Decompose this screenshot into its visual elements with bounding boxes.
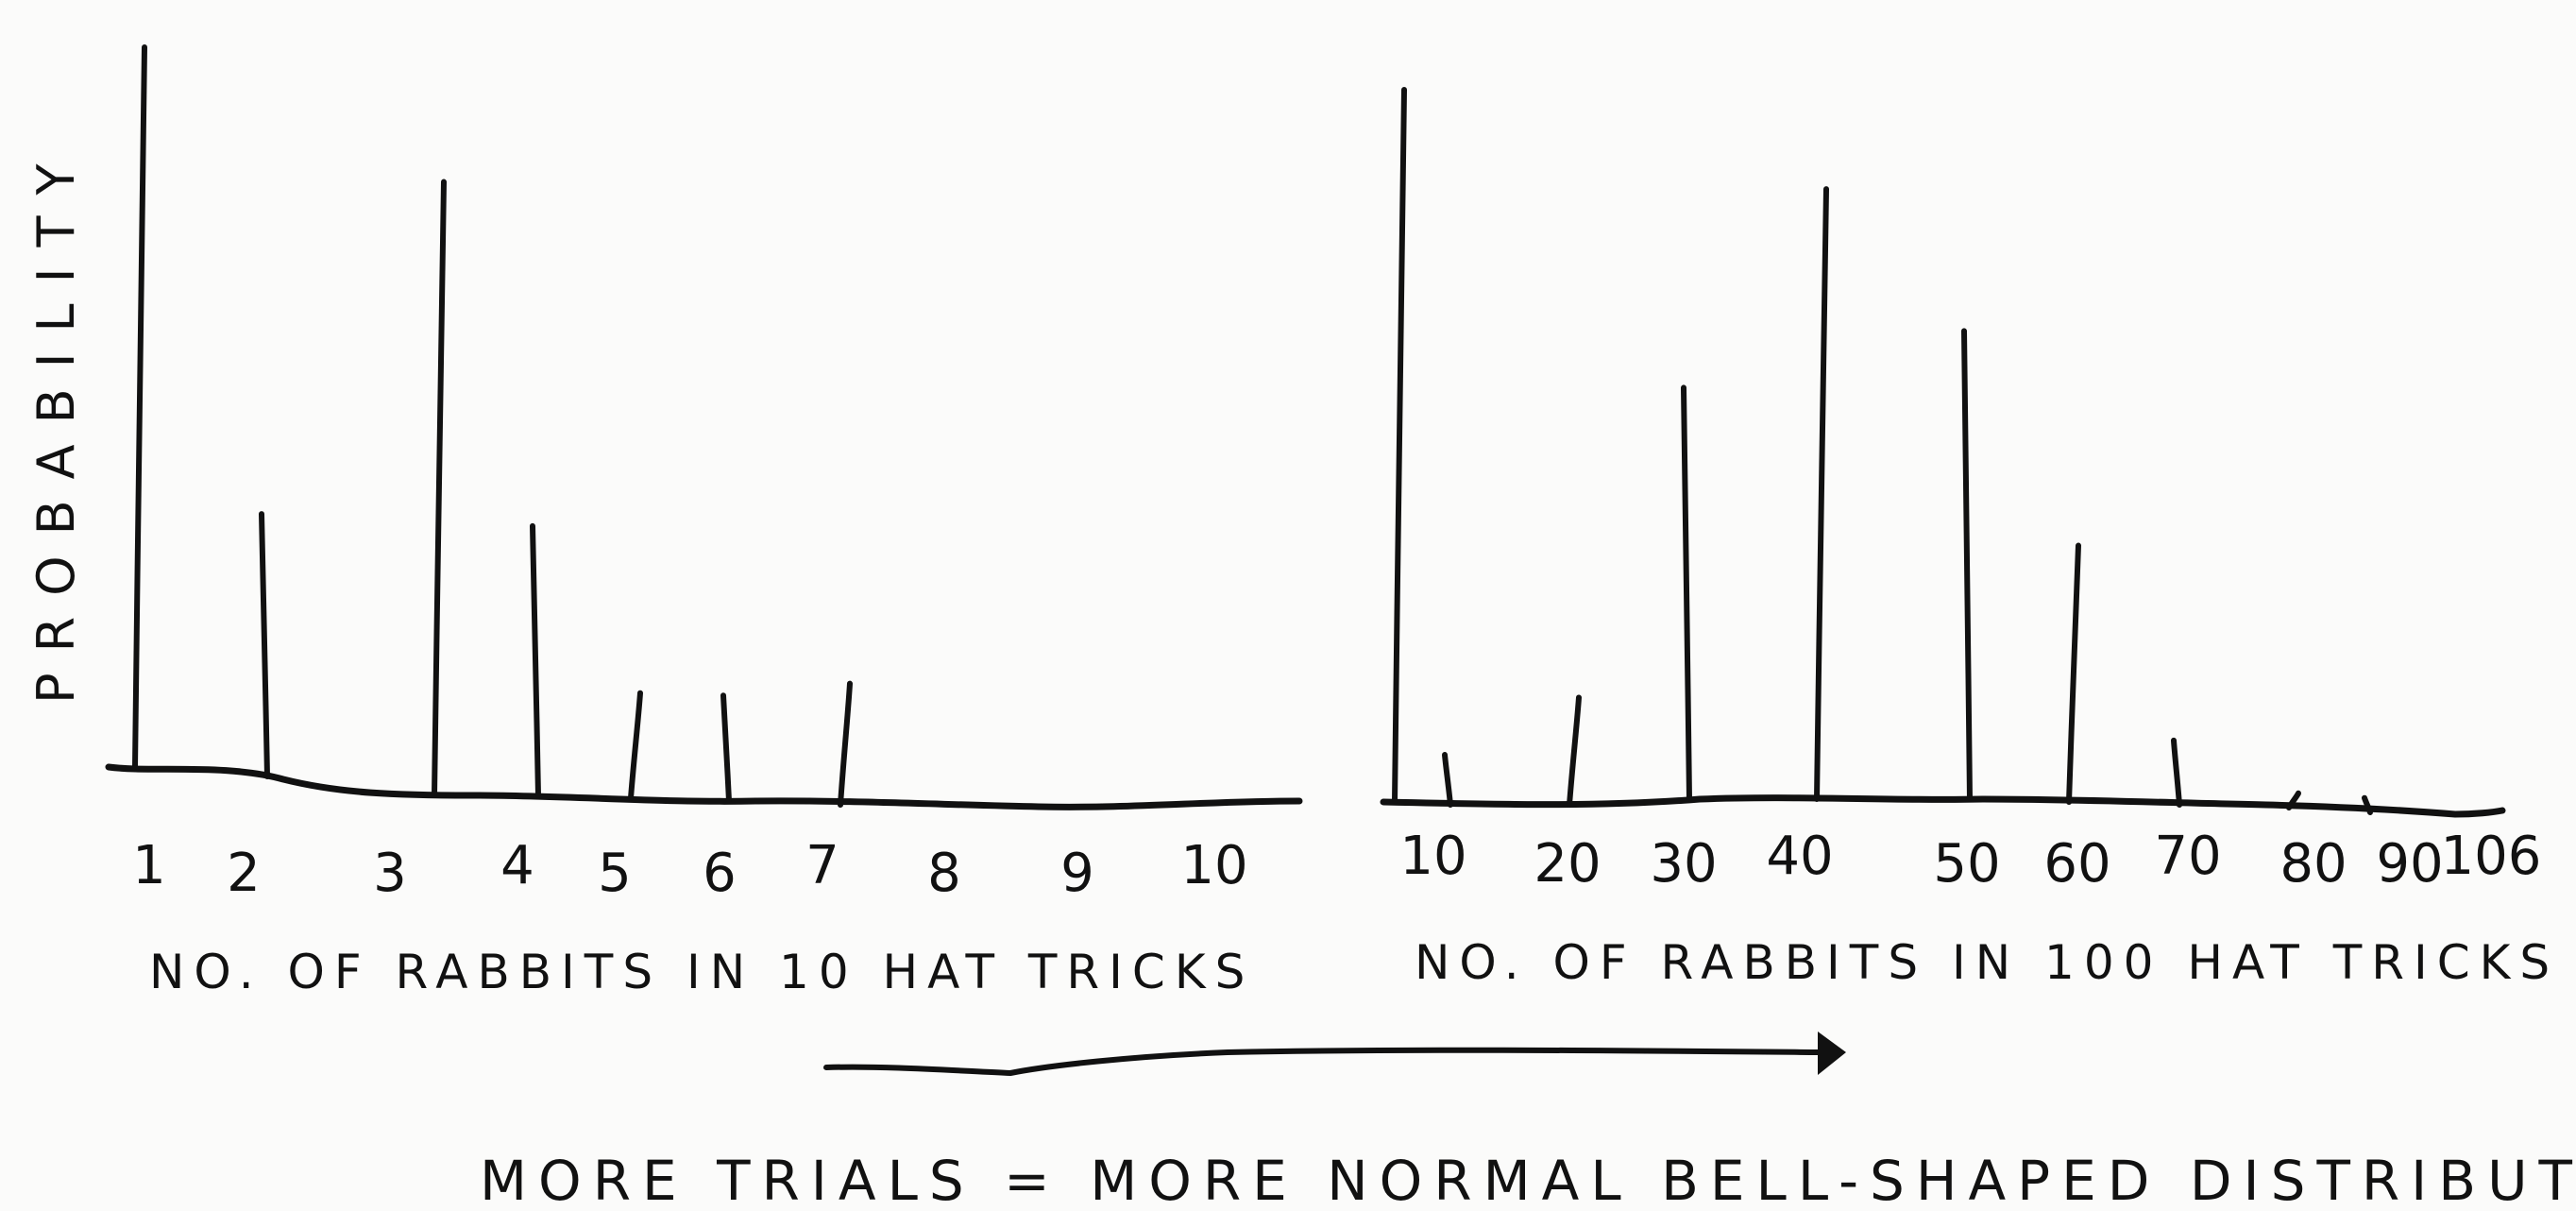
- chart-left-ylabel: PROBABILITY: [26, 143, 86, 704]
- chart-right-bar-90: [2286, 790, 2301, 810]
- trend-arrow-head: [1818, 1032, 1846, 1075]
- chart-right-xlabel: NO. OF RABBITS IN 100 HAT TRICKS: [1415, 935, 2559, 990]
- chart-left-tick-label-6: 6: [703, 843, 737, 904]
- chart-left-bar-5: [628, 690, 643, 801]
- chart-left-tick-label-9: 9: [1060, 843, 1094, 904]
- chart-right-x-axis: [1380, 794, 2506, 818]
- chart-right-bar-106: [2362, 794, 2373, 815]
- trend-arrow-shaft: [823, 1047, 1821, 1077]
- trend-arrow: [823, 1032, 1846, 1077]
- chart-right-bar-80: [2171, 737, 2182, 808]
- chart-left-tick-label-10: 10: [1180, 835, 1247, 896]
- chart-right-bar-50: [1814, 186, 1829, 802]
- chart-right-tick-label-50: 50: [1933, 833, 2000, 895]
- chart-left-bar-2: [259, 511, 270, 779]
- caption-text: MORE TRIALS = MORE NORMAL BELL-SHAPED DI…: [480, 1149, 2576, 1211]
- chart-left-bar-3: [432, 179, 447, 798]
- chart-right-bar-10: [1392, 87, 1407, 805]
- chart-left-tick-label-1: 1: [132, 835, 166, 896]
- chart-right-tick-label-80: 80: [2279, 833, 2347, 895]
- chart-right-tick-label-90: 90: [2376, 833, 2443, 895]
- chart-left-tick-label-7: 7: [805, 835, 839, 896]
- chart-left-bars: [132, 44, 853, 808]
- chart-left-tick-label-2: 2: [227, 843, 261, 904]
- chart-left-bar-7: [838, 680, 853, 808]
- chart-left-x-axis: [105, 763, 1303, 810]
- chart-left-tick-label-4: 4: [500, 835, 534, 896]
- chart-right-tick-label-10: 10: [1399, 826, 1466, 887]
- chart-left-tick-labels: 1 2 3 4 5 6 7 8 9 10: [132, 835, 1247, 904]
- chart-right-bar-60: [1961, 328, 1973, 802]
- chart-left-bar-6: [720, 692, 732, 804]
- chart-left-tick-label-5: 5: [598, 843, 632, 904]
- chart-right-tick-label-20: 20: [1534, 833, 1601, 895]
- chart-left-tick-label-3: 3: [373, 843, 407, 904]
- chart-left-bar-4: [530, 522, 541, 798]
- chart-left-xlabel: NO. OF RABBITS IN 10 HAT TRICKS: [149, 945, 1254, 999]
- chart-right-bar-70: [2066, 542, 2081, 805]
- chart-right-tick-label-106: 106: [2441, 826, 2542, 887]
- chart-right-tick-label-30: 30: [1650, 833, 1717, 895]
- chart-right-tick-label-60: 60: [2043, 833, 2110, 895]
- chart-right-bars: [1392, 87, 2373, 815]
- chart-right-bar-40: [1681, 384, 1692, 802]
- chart-right-tick-label-40: 40: [1766, 826, 1833, 887]
- chart-left-bar-1: [132, 44, 147, 770]
- chart-right-bar-20: [1442, 752, 1453, 808]
- chart-right-bar-30: [1567, 694, 1582, 808]
- chart-left-tick-label-8: 8: [927, 843, 961, 904]
- chart-left: PROBABILITY 1 2 3 4 5 6 7 8 9 10 NO. OF RABBITS I…: [26, 44, 1303, 999]
- chart-right-tick-label-70: 70: [2154, 826, 2221, 887]
